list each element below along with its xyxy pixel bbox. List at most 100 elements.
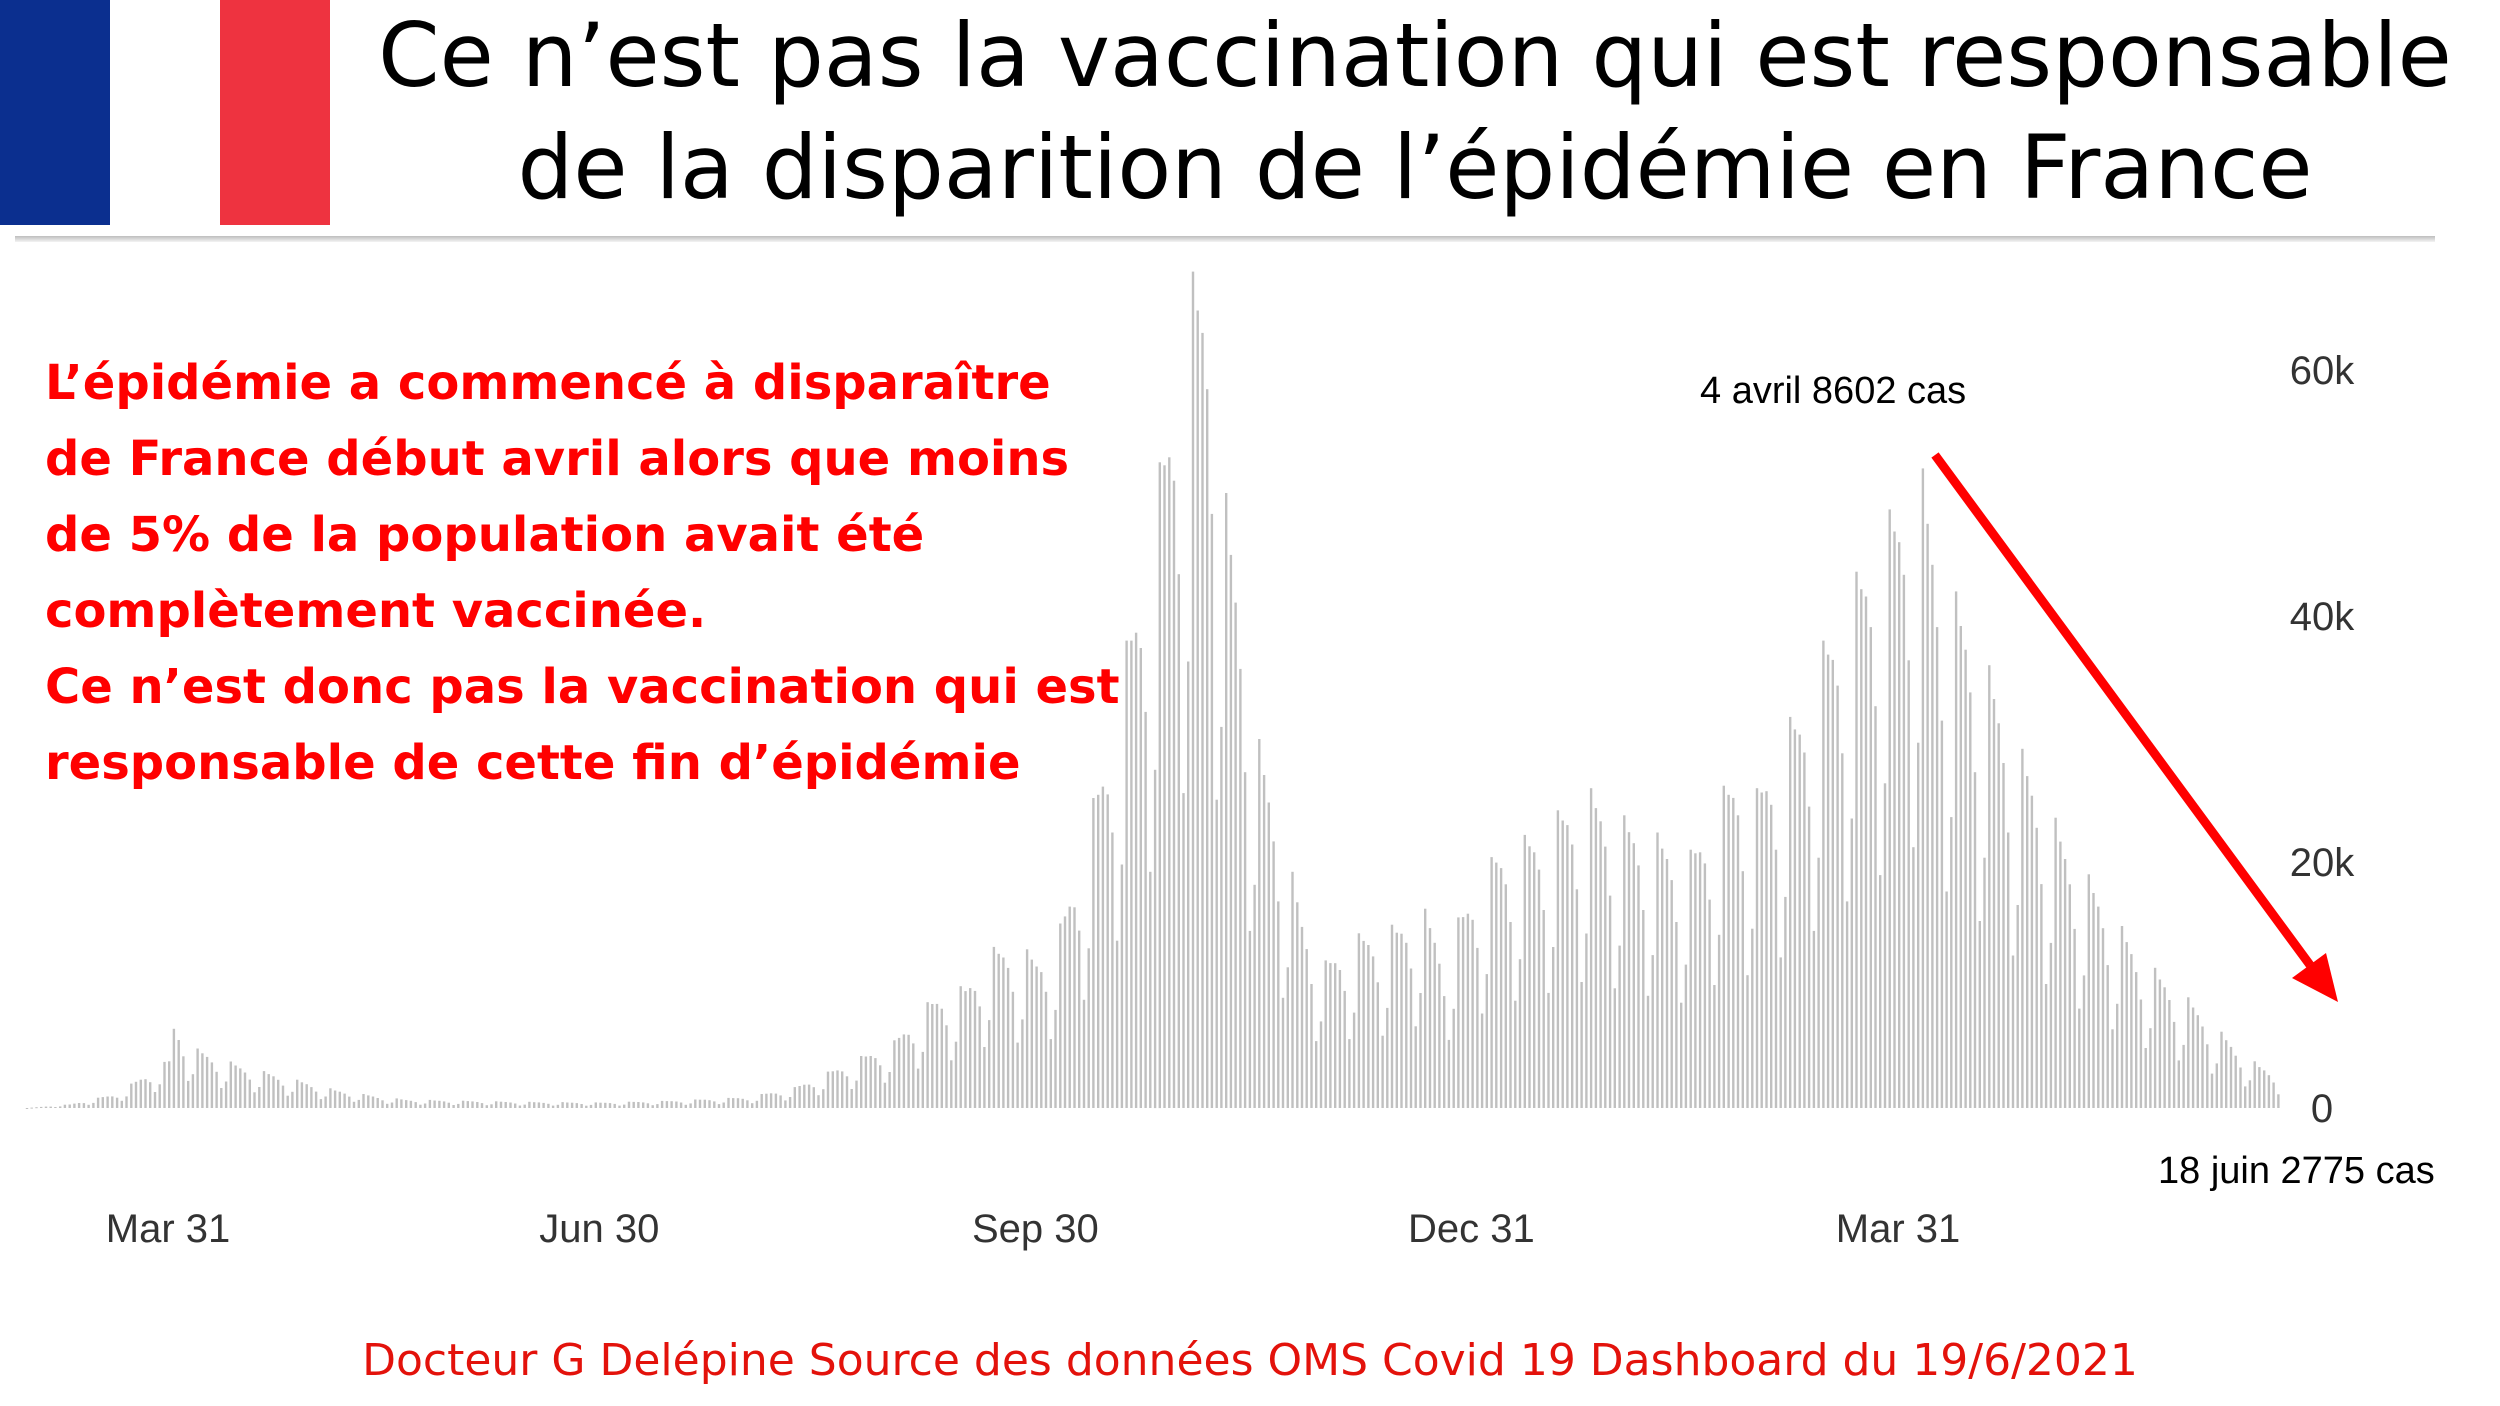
slide-title: Ce n’est pas la vaccination qui est resp… — [340, 0, 2490, 224]
bar — [2044, 984, 2048, 1108]
flag-white-stripe — [110, 0, 220, 225]
bar — [1504, 884, 1507, 1108]
bar — [751, 1103, 754, 1108]
bar — [106, 1096, 109, 1108]
bar — [1518, 959, 1522, 1108]
bar — [1926, 523, 1929, 1109]
bar — [566, 1102, 569, 1108]
bar — [1310, 984, 1313, 1108]
bar — [874, 1058, 877, 1108]
bar — [1893, 531, 1896, 1108]
bar — [1698, 852, 1702, 1108]
bar — [637, 1102, 640, 1108]
annotation-line: responsable de cette fin d’épidémie — [45, 735, 1021, 791]
bar — [1006, 967, 1010, 1108]
bar — [893, 1040, 896, 1108]
bar — [1954, 591, 1958, 1108]
bar — [1428, 928, 1432, 1108]
bar — [528, 1101, 531, 1108]
bar — [897, 1037, 901, 1108]
bar — [1272, 841, 1275, 1108]
bar — [1021, 1019, 1024, 1108]
bar — [1959, 626, 1962, 1108]
bar — [324, 1096, 327, 1108]
bar — [1850, 818, 1853, 1108]
bar — [1888, 509, 1891, 1108]
bar — [1267, 802, 1270, 1108]
bar — [1774, 849, 1778, 1108]
bar — [2035, 827, 2038, 1108]
bar — [547, 1103, 550, 1108]
bar — [423, 1103, 427, 1108]
bar — [1215, 799, 1218, 1108]
bar — [779, 1095, 782, 1108]
x-tick-label: Mar 31 — [1836, 1207, 1961, 1251]
bar — [1902, 574, 1906, 1108]
bar — [1040, 972, 1043, 1108]
bar — [2277, 1094, 2280, 1108]
bar — [1035, 966, 1038, 1108]
bar — [1447, 1039, 1451, 1108]
bar — [983, 1047, 986, 1108]
bar — [291, 1091, 294, 1108]
bar — [1528, 846, 1531, 1108]
bar — [1751, 928, 1754, 1108]
bar — [1443, 996, 1446, 1108]
bar — [1054, 1009, 1057, 1108]
bar — [1689, 849, 1692, 1108]
bar — [599, 1102, 602, 1108]
bar — [101, 1097, 104, 1108]
bar — [831, 1071, 834, 1108]
bar — [1665, 859, 1669, 1108]
bar — [1812, 930, 1816, 1108]
bar — [433, 1100, 436, 1108]
bar — [471, 1101, 474, 1108]
bar — [438, 1100, 441, 1108]
bar — [1969, 692, 1972, 1108]
bar — [817, 1095, 820, 1108]
bar — [1604, 846, 1607, 1108]
bar — [1097, 794, 1100, 1108]
bar — [59, 1106, 62, 1108]
bar — [916, 1068, 920, 1108]
bar — [1106, 794, 1109, 1108]
bar — [1988, 665, 1991, 1108]
bar — [1793, 729, 1797, 1108]
bar — [556, 1104, 560, 1108]
bar — [149, 1082, 152, 1108]
bar — [452, 1105, 455, 1108]
flag-red-stripe — [220, 0, 330, 225]
bar — [2021, 748, 2024, 1108]
bar — [139, 1079, 142, 1108]
bar — [243, 1072, 247, 1108]
bar — [120, 1100, 123, 1108]
bar — [1362, 940, 1365, 1108]
bar — [2258, 1067, 2261, 1108]
bar — [1315, 1041, 1318, 1108]
bar — [305, 1084, 308, 1108]
bar — [1973, 772, 1977, 1108]
bar — [215, 1071, 218, 1108]
bar — [476, 1102, 479, 1108]
bar — [1319, 1021, 1323, 1108]
bar — [1831, 659, 1834, 1108]
bar — [2026, 776, 2029, 1108]
bar — [769, 1093, 773, 1108]
bar — [248, 1079, 251, 1108]
bar — [1864, 596, 1868, 1108]
bar — [883, 1082, 887, 1108]
bar — [1921, 468, 1925, 1108]
bar — [1291, 871, 1294, 1108]
bar — [594, 1102, 597, 1108]
bar — [623, 1104, 626, 1108]
bar — [533, 1102, 536, 1108]
bar — [1642, 910, 1645, 1108]
bar — [722, 1102, 725, 1108]
bar — [1386, 1007, 1389, 1108]
bar — [2063, 859, 2067, 1108]
bar — [1262, 775, 1266, 1108]
bar — [187, 1080, 190, 1108]
bar — [1556, 810, 1560, 1108]
bar — [281, 1085, 285, 1108]
bar — [1485, 974, 1488, 1108]
